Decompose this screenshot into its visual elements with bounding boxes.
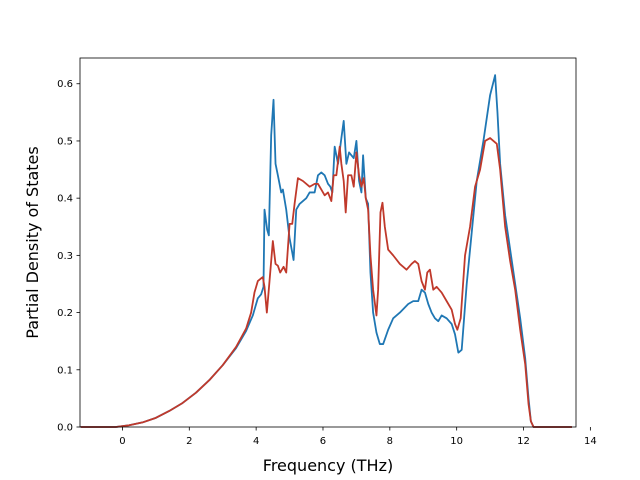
x-axis: 0 2 4 6 8 10 12 14 [119, 427, 597, 447]
y-axis-label: Partial Density of States [23, 146, 42, 338]
y-tick-label: 0.6 [57, 79, 73, 90]
y-tick-label: 0.2 [57, 308, 73, 319]
x-axis-label: Frequency (THz) [263, 456, 393, 475]
y-tick-label: 0.1 [57, 365, 73, 376]
series-line-1 [80, 74, 572, 428]
x-tick-label: 2 [186, 436, 192, 447]
x-tick-label: 4 [253, 436, 259, 447]
series-layer [80, 74, 572, 428]
x-tick-label: 8 [387, 436, 393, 447]
x-tick-label: 0 [119, 436, 125, 447]
axes-frame [79, 57, 577, 428]
y-tick-label: 0.5 [57, 136, 73, 147]
y-tick-label: 0.0 [57, 423, 73, 434]
x-tick-label: 10 [450, 436, 463, 447]
y-tick-label: 0.3 [57, 251, 73, 262]
x-tick-label: 6 [320, 436, 326, 447]
series-line-2 [80, 137, 572, 428]
y-tick-label: 0.4 [57, 194, 73, 205]
x-tick-label: 14 [584, 436, 597, 447]
x-tick-label: 12 [517, 436, 530, 447]
y-axis: 0.0 0.1 0.2 0.3 0.4 0.5 0.6 [57, 79, 80, 434]
